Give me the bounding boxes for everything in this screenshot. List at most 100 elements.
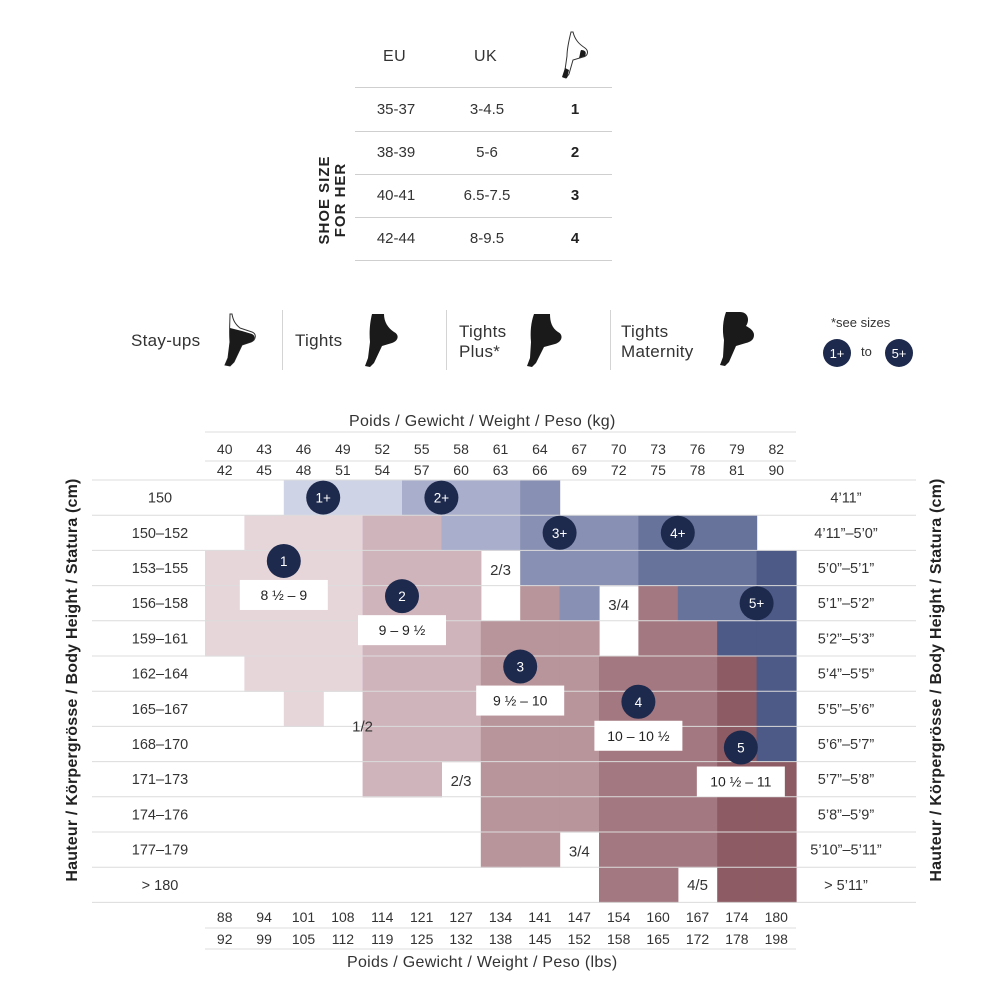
weight-kg-low-label: 55 [414,441,430,457]
size-cell-4 [599,656,639,692]
size-cell-5 [756,832,797,868]
size-cell-2 [441,620,482,657]
size-cell-4 [677,620,718,657]
size-cell-1 [205,620,245,657]
eu-header: EU [383,48,407,65]
shoe-uk-size: 8-9.5 [469,230,505,247]
plus-size-marker [739,586,774,621]
size-cell-1 [323,620,364,657]
size-cell-5 [717,796,758,833]
weight-kg-low-label: 79 [729,441,745,457]
size-cell-2 [362,726,403,763]
between-size-label: 3/4 [569,843,590,860]
height-ft-label: 5’4”–5’5” [818,667,875,683]
plus-size-marker-label: 4+ [670,526,686,541]
size-cell-3 [480,796,521,833]
size-cell-3 [559,656,600,692]
product-tights-plus-label: Tights Plus* [459,322,506,362]
size-cell-4 [677,726,718,763]
uk-header: UK [474,48,498,65]
height-ft-label: 4’11” [830,491,861,507]
weight-lbs-low-label: 167 [686,909,710,925]
product-stay-ups-label: Stay-ups [131,331,201,350]
weight-kg-high-label: 81 [729,462,745,478]
plus-size-from-badge: 1+ [823,339,851,367]
shoe-eu-size: 38-39 [376,144,416,161]
weight-lbs-low-label: 108 [331,909,355,925]
size-cell-3 [520,620,561,657]
weight-lbs-low-label: 141 [528,909,552,925]
plus-size-marker [424,480,459,515]
plus-size-marker [306,480,341,515]
size-cell-1 [283,620,324,657]
plus-size-marker-label: 3+ [552,526,568,541]
size-cell-3 [559,620,600,657]
size-cell-2 [362,761,403,798]
height-ft-label: 5’7”–5’8” [818,772,875,788]
shoe-size-box [476,685,565,716]
size-cell-4 [599,796,639,833]
between-size-label: 2/3 [490,562,511,579]
size-marker [621,684,656,719]
weight-lbs-high-label: 92 [217,931,233,947]
tights-maternity-line1: Tights [621,322,669,341]
weight-kg-low-label: 40 [217,441,233,457]
plus-size-connector: to [861,344,872,359]
size-cell-5 [756,796,797,833]
product-tights-label: Tights [295,331,343,350]
shoe-table-divider [355,217,612,218]
size-marker [503,649,538,684]
shoe-table-divider [355,174,612,175]
weight-lbs-high-label: 105 [292,931,316,947]
height-ft-label: 5’1”–5’2” [818,596,875,612]
weight-lbs-high-label: 165 [646,931,670,947]
size-cell-4 [677,656,718,692]
between-size-label: 1/2 [352,718,373,735]
size-cell-2 [441,585,482,622]
shoe-size-box-label: 10 – 10 ½ [607,728,670,744]
weight-kg-high-label: 78 [690,462,706,478]
height-ft-label: > 5’11” [824,878,868,894]
size-cell-1 [205,585,245,622]
shoe-eu-size: 40-41 [376,187,416,204]
size-cell-P3 [599,515,639,551]
height-ft-label: 5’0”–5’1” [818,561,875,577]
height-ft-label: 5’8”–5’9” [818,807,875,823]
plus-size-marker-label: 5+ [749,596,765,611]
size-cell-3 [480,761,521,798]
size-cell-P3 [559,585,600,622]
size-cell-P2 [480,480,521,516]
weight-kg-low-label: 82 [769,441,785,457]
plus-size-marker [660,515,695,550]
height-cm-label: > 180 [142,878,179,894]
size-cell-P5 [756,691,797,727]
size-cell-4 [638,867,679,903]
size-cell-2 [362,550,403,587]
size-cell-5 [756,867,797,903]
plus-size-marker-label: 1+ [315,491,331,506]
size-cell-1 [283,656,324,692]
between-size-label: 4/5 [687,877,708,894]
shoe-eu-size: 35-37 [376,101,416,118]
size-cell-1 [323,585,364,622]
height-ft-label: 5’2”–5’3” [818,631,875,647]
shoe-size-box-label: 9 ½ – 10 [493,693,548,709]
height-ft-label: 5’10”–5’11” [810,843,882,859]
shoe-table-divider [355,260,612,261]
size-cell-3 [520,585,561,622]
tights-plus-leg-icon [527,314,562,367]
weight-kg-low-label: 64 [532,441,548,457]
size-cell-3 [480,832,521,868]
plus-size-marker [542,515,577,550]
size-cell-3 [520,832,561,868]
size-cell-4 [599,832,639,868]
weight-kg-low-label: 43 [256,441,272,457]
size-cell-2 [441,656,482,692]
size-marker-label: 4 [635,695,643,710]
size-cell-1 [244,515,285,551]
size-cell-1 [244,620,285,657]
height-cm-label: 150–152 [132,526,188,542]
weight-lbs-high-label: 152 [568,931,592,947]
size-cell-2 [402,656,442,692]
size-cell-3 [559,761,600,798]
